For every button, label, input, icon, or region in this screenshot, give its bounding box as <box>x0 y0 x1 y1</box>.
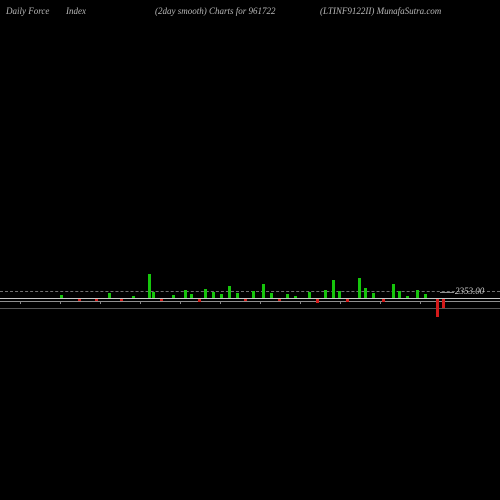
bar-up <box>108 293 111 298</box>
bar-down <box>316 299 319 303</box>
bar-up <box>172 295 175 298</box>
bar-up <box>270 293 273 298</box>
bar-down <box>120 299 123 301</box>
bar-up <box>406 296 409 298</box>
axis-tick <box>220 301 221 304</box>
bar-up <box>152 292 155 298</box>
grid-line-dash <box>0 291 500 292</box>
bar-up <box>286 294 289 298</box>
label-connector <box>440 292 454 293</box>
axis-tick <box>340 301 341 304</box>
bar-up <box>190 294 193 298</box>
bar-down <box>160 299 163 301</box>
axis-tick <box>20 301 21 304</box>
bar-up <box>364 288 367 298</box>
bar-down <box>95 299 98 301</box>
bar-up <box>332 280 335 298</box>
axis-tick <box>260 301 261 304</box>
bar-up <box>60 295 63 298</box>
grid-line-bottom <box>0 308 500 309</box>
bar-up <box>358 278 361 298</box>
bar-up <box>308 292 311 298</box>
bar-down <box>78 299 81 301</box>
bar-up <box>372 293 375 298</box>
bar-down <box>436 299 439 317</box>
bar-up <box>338 291 341 298</box>
axis-tick <box>380 301 381 304</box>
axis-tick <box>140 301 141 304</box>
bar-up <box>132 296 135 298</box>
bar-up <box>416 290 419 298</box>
y-axis-label: 2353.00 <box>455 286 484 296</box>
axis-tick <box>420 301 421 304</box>
bar-up <box>220 294 223 298</box>
axis-tick <box>300 301 301 304</box>
bar-down <box>244 299 247 301</box>
bar-up <box>212 292 215 298</box>
bar-down <box>278 299 281 301</box>
bar-up <box>184 290 187 298</box>
bar-up <box>252 291 255 298</box>
bar-down <box>442 299 445 308</box>
bar-down <box>346 299 349 302</box>
bar-up <box>148 274 151 298</box>
bar-up <box>236 293 239 298</box>
header-segment: (2day smooth) Charts for 961722 <box>155 6 276 16</box>
axis-tick <box>180 301 181 304</box>
grid-line-secondary <box>0 301 500 302</box>
axis-tick <box>100 301 101 304</box>
bar-up <box>204 289 207 298</box>
header-segment: Index <box>66 6 86 16</box>
bar-up <box>262 284 265 298</box>
bar-up <box>324 290 327 298</box>
bar-up <box>398 291 401 298</box>
header-segment: Daily Force <box>6 6 49 16</box>
bar-up <box>294 296 297 298</box>
bar-up <box>228 286 231 298</box>
chart-canvas: Daily Force Index (2day smooth) Charts for… <box>0 0 500 500</box>
baseline <box>0 298 500 299</box>
axis-tick <box>60 301 61 304</box>
bar-up <box>424 294 427 298</box>
bar-down <box>382 299 385 302</box>
bar-down <box>198 299 201 302</box>
chart-header: Daily Force Index (2day smooth) Charts for… <box>0 6 500 22</box>
bar-up <box>392 284 395 298</box>
header-segment: (LTINF9122II) MunafaSutra.com <box>320 6 441 16</box>
